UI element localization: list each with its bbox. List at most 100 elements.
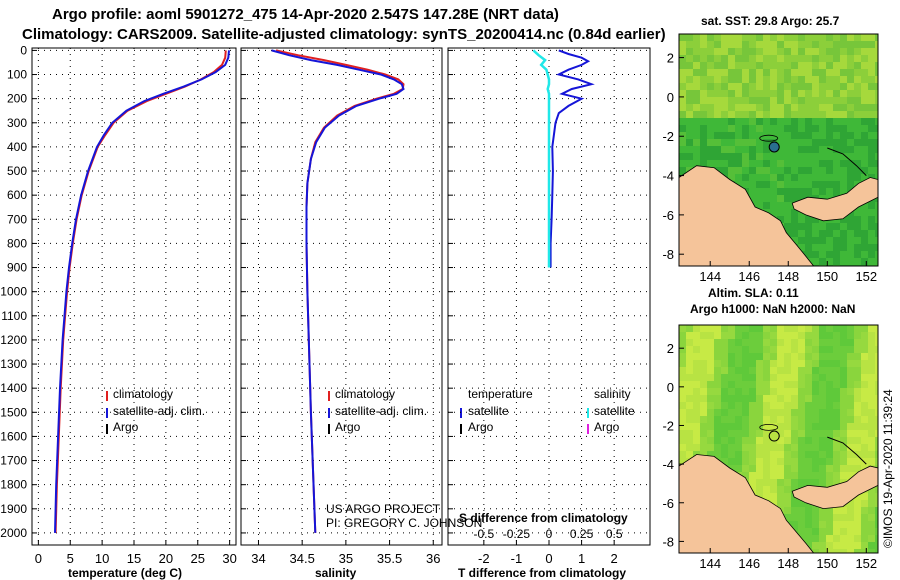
- ytick-label-1: 100: [7, 68, 27, 82]
- ytick-label-14: 1400: [0, 381, 27, 395]
- temperature-panel: 0 5 10 15 20 25 300100200300400500600700800900…: [0, 43, 237, 566]
- diff-legend-s-argo: Argo: [594, 420, 620, 434]
- map-ytick-label-5: -8: [662, 534, 674, 549]
- ytick-label-4: 400: [7, 140, 27, 154]
- xtick-top-label-0: -0.5: [473, 527, 494, 541]
- xtick-label-5: 25: [191, 551, 205, 566]
- xtick-label-4: 36: [426, 551, 440, 566]
- ytick-label-6: 600: [7, 188, 27, 202]
- map-ytick-label-5: -8: [662, 247, 674, 262]
- xtick-label-3: 35.5: [377, 551, 402, 566]
- map-frame: [678, 33, 879, 267]
- map-ytick-label-0: 2: [667, 51, 674, 66]
- ytick-label-16: 1600: [0, 429, 27, 443]
- map-xtick-label-3: 150: [816, 269, 838, 284]
- map-ytick-label-1: 0: [667, 90, 674, 105]
- map-frame: [678, 324, 879, 554]
- ytick-label-2: 200: [7, 92, 27, 106]
- series-satellite-adj-clim-: [271, 49, 405, 533]
- xtick-label-1: 34.5: [290, 551, 315, 566]
- map-ytick-label-2: -2: [662, 129, 674, 144]
- sst-map-title: sat. SST: 29.8 Argo: 25.7: [701, 14, 840, 28]
- salinity-panel: 34 34.5 35 35.5 36: [240, 47, 443, 566]
- ytick-label-13: 1300: [0, 357, 27, 371]
- map-xtick-label-0: 144: [699, 269, 721, 284]
- xtick-top-label-2: 0: [546, 527, 553, 541]
- map-xtick-label-4: 152: [855, 556, 877, 571]
- argo-position-marker: [768, 141, 780, 153]
- sst-map: 144 146 148 150 152 2 0 -2 -4 -6 -8: [662, 33, 879, 284]
- land-new-guinea: [678, 165, 815, 267]
- xtick-top-label-1: -0.25: [503, 527, 531, 541]
- xtick-top-label-3: 0.25: [570, 527, 594, 541]
- project-credit: US ARGO PROJECT: [326, 502, 441, 516]
- salinity-xlabel: salinity: [315, 566, 357, 580]
- ytick-label-20: 2000: [0, 526, 27, 540]
- ytick-label-0: 0: [20, 43, 27, 57]
- ytick-label-5: 500: [7, 164, 27, 178]
- xtick-label-2: 0: [545, 551, 552, 566]
- xtick-label-0: -2: [478, 551, 490, 566]
- temperature-xlabel: temperature (deg C): [68, 566, 183, 580]
- ytick-label-17: 1700: [0, 454, 27, 468]
- pi-credit: PI: GREGORY C. JOHNSON: [326, 516, 483, 530]
- map-xtick-label-2: 148: [777, 269, 799, 284]
- map-ytick-label-3: -4: [662, 457, 674, 472]
- temp-legend-climatology: climatology: [113, 387, 174, 401]
- title-line-1: Argo profile: aoml 5901272_475 14-Apr-20…: [52, 6, 559, 23]
- ytick-label-11: 1100: [1, 309, 27, 323]
- xtick-label-6: 30: [222, 551, 236, 566]
- map-xtick-label-0: 144: [699, 556, 721, 571]
- xtick-label-4: 2: [611, 551, 618, 566]
- sal-legend-argo: Argo: [335, 420, 361, 434]
- land-new-ireland: [827, 147, 867, 176]
- ytick-label-3: 300: [7, 116, 27, 130]
- map-ytick-label-1: 0: [667, 380, 674, 395]
- xtick-label-2: 35: [339, 551, 353, 566]
- map-ytick-label-4: -6: [662, 208, 674, 223]
- map-xtick-label-2: 148: [777, 556, 799, 571]
- xtick-label-3: 1: [578, 551, 585, 566]
- land-new-guinea: [678, 454, 815, 554]
- sla-map-title: Altim. SLA: 0.11: [708, 286, 799, 300]
- title-line-2: Climatology: CARS2009. Satellite-adjuste…: [22, 26, 666, 43]
- ytick-label-18: 1800: [0, 478, 27, 492]
- sla-map-subtitle: Argo h1000: NaN h2000: NaN: [690, 302, 856, 316]
- diff-legend-s-satellite: satellite: [594, 404, 635, 418]
- xtick-label-1: 5: [67, 551, 74, 566]
- ytick-label-15: 1500: [0, 405, 27, 419]
- land-manus: [759, 134, 779, 142]
- land-manus: [759, 424, 779, 431]
- map-ytick-label-0: 2: [667, 341, 674, 356]
- sal-legend-satellite: satellite-adj. clim.: [335, 404, 428, 418]
- xtick-label-0: 34: [251, 551, 265, 566]
- map-xtick-label-4: 152: [855, 269, 877, 284]
- map-ytick-label-4: -6: [662, 496, 674, 511]
- legend-swatches: [106, 391, 589, 434]
- xtick-top-label-4: 0.5: [606, 527, 623, 541]
- map-ytick-label-2: -2: [662, 418, 674, 433]
- series-temperature-satellite: [549, 49, 595, 268]
- temp-legend-argo: Argo: [113, 420, 139, 434]
- tdiff-xlabel: T difference from climatology: [458, 566, 627, 580]
- sal-legend-climatology: climatology: [335, 387, 396, 401]
- map-xtick-label-3: 150: [816, 556, 838, 571]
- difference-panel: -2 -1 0 1 2 -0.5 -0.25 0 0.25 0.5: [447, 47, 651, 566]
- ytick-label-8: 800: [7, 236, 27, 250]
- ytick-label-12: 1200: [0, 333, 27, 347]
- xtick-label-0: 0: [35, 551, 42, 566]
- diff-legend-salinity-header: salinity: [594, 387, 631, 401]
- temp-legend-satellite: satellite-adj. clim.: [113, 404, 206, 418]
- sla-map: 144 146 148 150 152 2 0 -2 -4 -6 -8: [662, 324, 879, 571]
- xtick-label-1: -1: [511, 551, 523, 566]
- ytick-label-10: 1000: [0, 285, 27, 299]
- xtick-label-4: 20: [159, 551, 173, 566]
- ytick-label-19: 1900: [0, 502, 27, 516]
- ytick-label-9: 900: [7, 261, 27, 275]
- series-salinity-satellite: [532, 49, 551, 268]
- sdiff-xlabel: S difference from climatology: [459, 511, 628, 525]
- map-xtick-label-1: 146: [738, 556, 760, 571]
- diff-legend-t-argo: Argo: [468, 420, 494, 434]
- argo-position-marker: [768, 430, 780, 442]
